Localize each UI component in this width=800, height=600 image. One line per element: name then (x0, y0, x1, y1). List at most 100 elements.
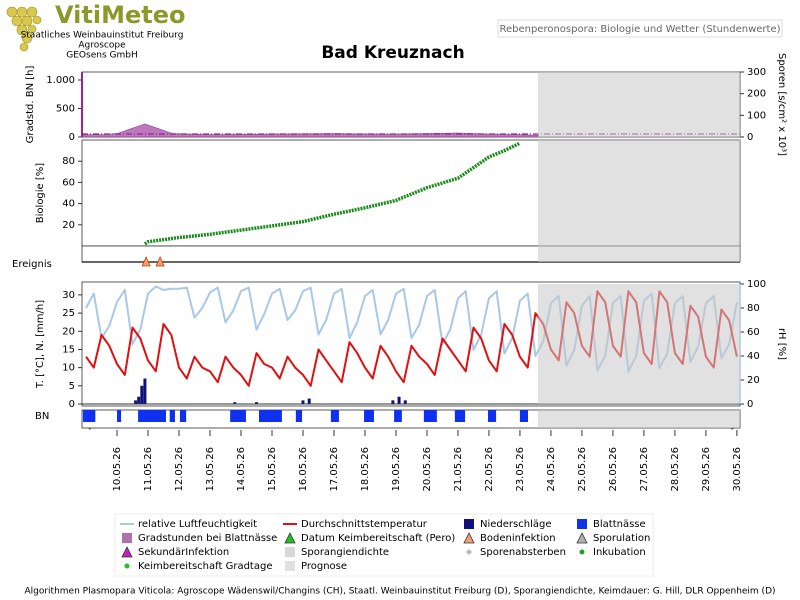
bar (397, 396, 401, 404)
prognosis-shade (537, 284, 740, 404)
legend-label: Durchschnittstemperatur (301, 519, 428, 530)
bar (307, 398, 311, 404)
y2-tick-label: 0 (747, 399, 753, 410)
legend-label: Keimbereitschaft Gradtage (138, 561, 272, 572)
y-tick-label: 15 (62, 344, 75, 355)
x-tick-label: 30.05.26 (732, 447, 743, 492)
legend-label: Inkubation (593, 547, 646, 558)
y2-tick-label: 300 (747, 67, 766, 78)
prognosis-shade (537, 72, 740, 137)
legend-symbol (122, 533, 132, 543)
x-tick-label: 29.05.26 (701, 447, 712, 492)
logo-grapes (6, 6, 42, 52)
legend-symbol (285, 547, 295, 557)
axis-label: Sporen [s/cm² x 10³] (776, 53, 787, 156)
header-line: Staatliches Weinbauinstitut Freiburg (21, 31, 184, 41)
legend-label: Niederschläge (480, 519, 551, 530)
chart-title: Bad Kreuznach (321, 43, 464, 63)
x-tick-label: 26.05.26 (608, 447, 619, 492)
legend-label: Prognose (301, 561, 347, 572)
subtitle-box (497, 19, 783, 38)
legend-box (114, 513, 654, 577)
wet-period (82, 410, 96, 422)
y2-tick-label: 200 (747, 89, 766, 100)
prognosis-shade (537, 246, 740, 262)
legend-symbol (285, 561, 295, 571)
x-tick-label: 18.05.26 (360, 447, 371, 492)
y2-tick-label: 100 (747, 279, 766, 290)
x-tick-label: 22.05.26 (484, 447, 495, 492)
prognosis-shade (537, 140, 740, 246)
wet-period (179, 410, 187, 422)
wet-period (488, 410, 497, 422)
y2-tick-label: 20 (747, 375, 760, 386)
x-tick-label: 27.05.26 (639, 447, 650, 492)
x-tick-label: 13.05.26 (205, 447, 216, 492)
legend-symbol (121, 546, 133, 558)
legend-label: relative Luftfeuchtigkeit (138, 519, 257, 530)
wet-period (454, 410, 466, 422)
bar (391, 400, 395, 404)
wet-period (138, 410, 166, 422)
event-marker (141, 256, 151, 267)
axis-label: Biologie [%] (35, 163, 46, 224)
subtitle: Rebenperonospora: Biologie und Wetter (S… (499, 24, 780, 35)
bar (137, 396, 141, 404)
y-tick-label: 0 (69, 399, 75, 410)
legend-symbol (284, 532, 296, 544)
axis-label: rH [%] (776, 328, 787, 360)
legend-symbol (579, 549, 585, 555)
bar (134, 400, 138, 404)
bar (140, 385, 144, 404)
legend-label: Sporangiendichte (301, 547, 389, 558)
bar (233, 402, 237, 404)
x-tick-label: 14.05.26 (236, 447, 247, 492)
y2-tick-label: 100 (747, 110, 766, 121)
x-tick-label: 24.05.26 (546, 447, 557, 492)
y-tick-label: 25 (62, 308, 75, 319)
x-tick-label: 20.05.26 (422, 447, 433, 492)
x-tick-label: 11.05.26 (143, 447, 154, 492)
bar (403, 400, 407, 404)
x-tick-label: 17.05.26 (329, 447, 340, 492)
y-tick-label: 10 (62, 363, 75, 374)
bar (254, 402, 258, 404)
x-tick-label: 12.05.26 (174, 447, 185, 492)
y-tick-label: 40 (62, 199, 75, 210)
legend-label: Datum Keimbereitschaft (Pero) (301, 533, 455, 544)
y-tick-label: 30 (62, 290, 75, 301)
axis-label: T. [°C], N. [mm/h] (35, 300, 46, 389)
legend-symbol (466, 549, 472, 555)
y2-tick-label: 60 (747, 327, 760, 338)
logo-text: VitiMeteo (55, 1, 185, 29)
legend-label: SekundärInfektion (138, 547, 229, 558)
x-tick-label: 16.05.26 (298, 447, 309, 492)
x-tick-label: 19.05.26 (391, 447, 402, 492)
legend-label: Bodeninfektion (480, 533, 556, 544)
wet-period (169, 410, 175, 422)
y2-tick-label: 40 (747, 351, 760, 362)
prognosis-shade (537, 410, 740, 428)
y2-tick-label: 80 (747, 303, 760, 314)
wet-period (295, 410, 303, 422)
x-tick-label: 28.05.26 (670, 447, 681, 492)
x-tick-label: 25.05.26 (577, 447, 588, 492)
wet-period (258, 410, 282, 422)
event-marker (155, 256, 165, 267)
wet-period (117, 410, 122, 422)
wet-period (330, 410, 339, 422)
legend-symbol (464, 519, 474, 529)
row-label: BN (35, 411, 49, 422)
y-tick-label: 20 (62, 326, 75, 337)
wet-period (394, 410, 402, 422)
wet-period (423, 410, 437, 422)
bar (301, 400, 305, 404)
y-tick-label: 0 (69, 132, 75, 143)
footer: Algorithmen Plasmopara Viticola: Agrosco… (24, 587, 775, 597)
y-tick-label: 500 (56, 103, 75, 114)
row-label: Ereignis (12, 259, 52, 270)
axis-label: Gradstd. BN [h] (25, 65, 36, 143)
y-tick-label: 20 (62, 220, 75, 231)
x-tick-label: 15.05.26 (267, 447, 278, 492)
